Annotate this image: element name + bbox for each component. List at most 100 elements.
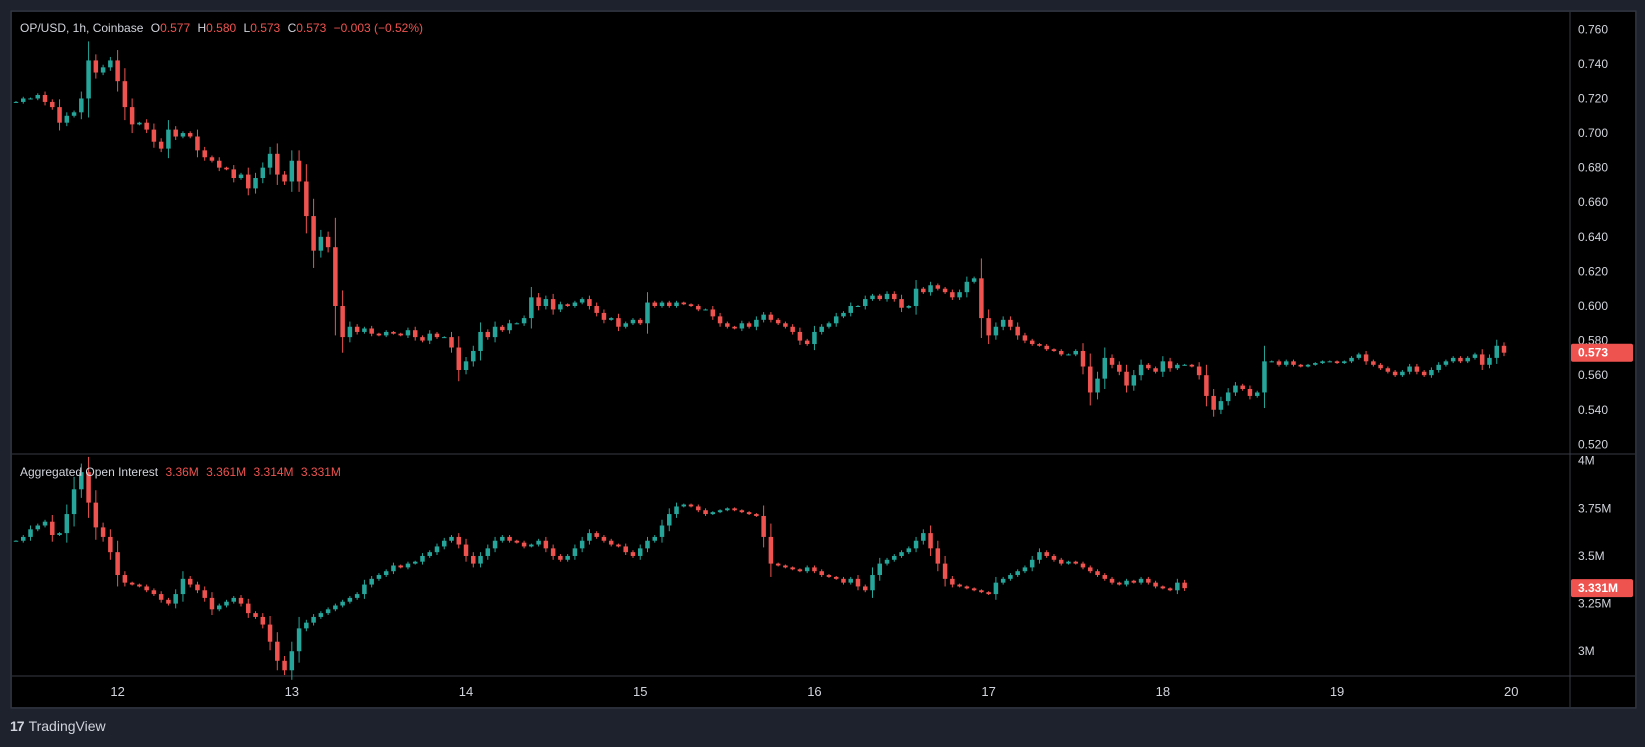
oi-candle-body	[463, 544, 469, 556]
price-candle-body	[420, 337, 425, 341]
oi-last-value-tag	[1571, 579, 1633, 598]
oi-candle-body	[1029, 559, 1035, 568]
price-candle-body	[623, 323, 628, 327]
price-candle-body	[645, 302, 650, 324]
oi-candle-body	[710, 512, 716, 515]
oi-candle-body	[1073, 561, 1078, 564]
oi-candle-body	[1088, 567, 1093, 572]
price-candle-body	[224, 167, 229, 170]
price-candle-body	[1291, 361, 1296, 365]
price-candle-body	[877, 295, 883, 300]
price-candle-body	[979, 278, 984, 319]
price-candle-body	[935, 285, 941, 289]
price-candle-body	[1443, 361, 1449, 365]
oi-candle-body	[325, 609, 331, 614]
oi-candle-body	[913, 540, 919, 549]
x-tick-label: 12	[110, 684, 124, 699]
oi-candle-body	[739, 510, 745, 513]
price-candle-body	[1356, 354, 1362, 358]
oi-candle-body	[21, 536, 26, 541]
price-candle-body	[71, 112, 77, 116]
oi-candle-body	[108, 536, 113, 553]
price-candle-body	[848, 306, 853, 313]
price-candle-body	[304, 181, 309, 217]
price-candle-body	[340, 306, 345, 338]
oi-candle-body	[238, 597, 244, 604]
low-label: L	[243, 21, 251, 35]
price-candle-body	[289, 160, 295, 182]
price-candle-body	[630, 319, 636, 324]
price-candle-body	[13, 101, 19, 103]
price-candle-body	[500, 326, 505, 331]
oi-candle-body	[260, 616, 266, 625]
oi-candle-body	[340, 601, 345, 606]
price-candle-body	[1095, 378, 1100, 393]
price-candle-body	[993, 326, 999, 336]
oi-candle-body	[275, 641, 280, 661]
price-candle-body	[1117, 364, 1122, 372]
tradingview-watermark[interactable]: 17 TradingView	[10, 718, 106, 734]
oi-candle-body	[318, 613, 324, 617]
price-candle-body	[667, 302, 672, 306]
price-candle-body	[725, 323, 730, 327]
oi-candle-body	[158, 594, 164, 600]
oi-candle-body	[979, 590, 984, 593]
oi-candle-body	[848, 578, 853, 583]
price-candle-body	[1080, 350, 1086, 367]
symbol-label[interactable]: OP/USD, 1h, Coinbase	[20, 21, 144, 35]
x-tick-label: 17	[981, 684, 995, 699]
price-candle-body	[405, 330, 411, 336]
price-candle-body	[841, 312, 846, 317]
oi-candle-body	[543, 540, 549, 549]
price-candle-body	[884, 293, 890, 300]
price-candle-body	[1247, 389, 1253, 396]
price-candle-body	[637, 319, 643, 324]
price-candle-body	[1196, 366, 1202, 376]
oi-candle-body	[1095, 571, 1100, 576]
price-y-tick: 0.520	[1578, 437, 1608, 451]
oi-candle-body	[231, 597, 237, 602]
price-candle-body	[471, 350, 476, 362]
price-candle-body	[115, 60, 120, 82]
price-candle-body	[398, 333, 403, 336]
oi-candle-body	[521, 542, 527, 547]
oi-title[interactable]: Aggregated Open Interest	[20, 465, 159, 479]
price-candle-body	[1182, 364, 1187, 366]
oi-candle-body	[42, 521, 48, 526]
price-candle-body	[696, 306, 701, 310]
x-tick-label: 16	[807, 684, 821, 699]
price-last-value-tag	[1571, 343, 1633, 362]
oi-candle-body	[950, 578, 955, 585]
open-value: 0.577	[160, 21, 191, 35]
price-candle-body	[1124, 371, 1129, 386]
oi-candle-body	[703, 510, 708, 515]
price-candle-body	[1385, 368, 1391, 372]
price-candle-body	[732, 326, 737, 329]
price-candle-body	[129, 107, 135, 125]
oi-candle-body	[333, 605, 338, 610]
price-candle-body	[1392, 371, 1398, 376]
price-candle-body	[681, 302, 687, 305]
oi-candle-body	[935, 548, 941, 564]
price-candle-body	[1487, 357, 1492, 365]
oi-candle-body	[637, 548, 643, 556]
oi-candle-body	[514, 540, 520, 543]
price-candle-body	[325, 236, 331, 248]
oi-candle-body	[1102, 575, 1108, 579]
oi-candle-body	[1131, 580, 1137, 583]
oi-candle-body	[362, 584, 367, 595]
oi-value-2: 3.361M	[206, 465, 247, 479]
price-candle-body	[892, 293, 897, 300]
price-candle-body	[21, 98, 26, 102]
price-candle-body	[1429, 369, 1434, 376]
price-candle-body	[550, 299, 556, 310]
price-candle-body	[456, 347, 462, 370]
price-candle-body	[1305, 364, 1311, 367]
price-candle-body	[1211, 395, 1216, 410]
oi-candle-body	[775, 563, 781, 566]
price-candle-body	[442, 337, 447, 339]
high-value: 0.580	[206, 21, 237, 35]
price-candle-body	[57, 107, 62, 123]
oi-candle-body	[354, 594, 360, 598]
